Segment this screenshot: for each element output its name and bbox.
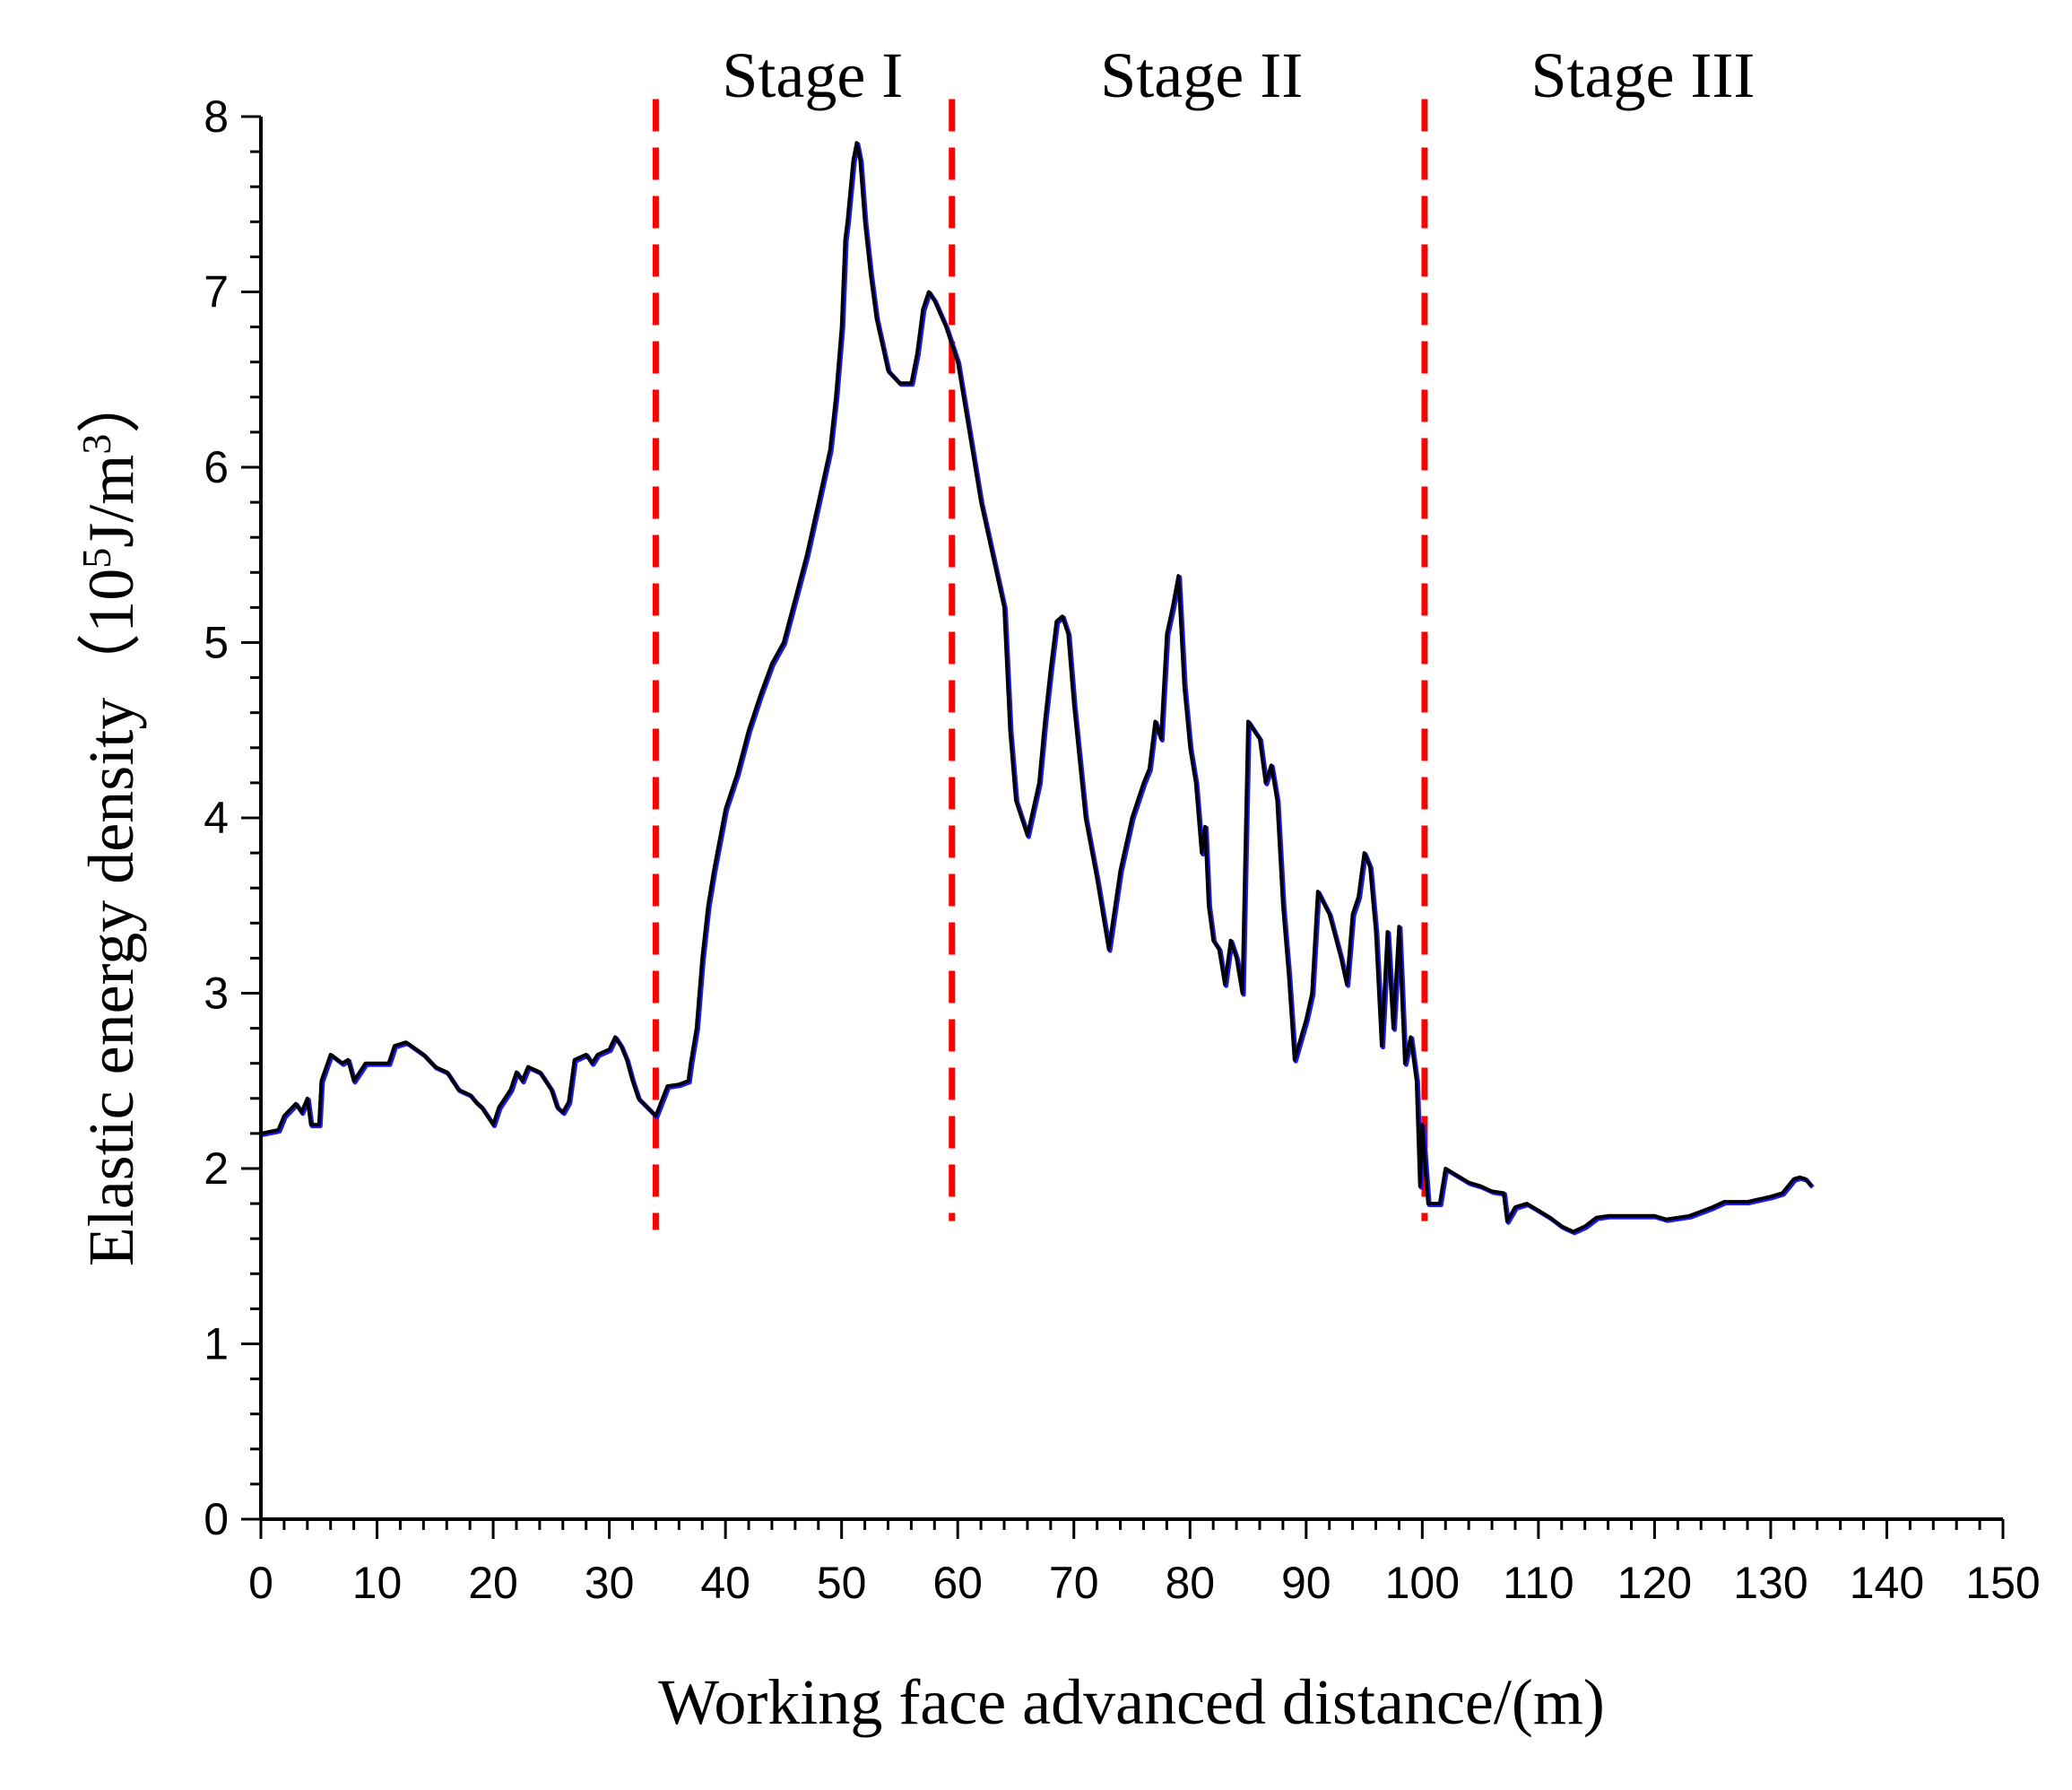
stage-label: Stage I — [722, 39, 903, 111]
x-tick-label: 30 — [585, 1558, 635, 1608]
y-axis-title-exp: 5 — [74, 548, 119, 569]
series-line — [260, 141, 1813, 1234]
y-ticks: 0 1 2 3 4 5 6 7 8 — [204, 91, 261, 1544]
y-axis-title: Elastic energy density（105J/m3） — [74, 369, 148, 1267]
x-axis-title: Working face advanced distance/(m) — [658, 1666, 1605, 1738]
x-ticks: 0 10 20 30 40 50 60 70 80 90 100 110 120 130 140 150 — [248, 1519, 2041, 1608]
x-tick-label: 70 — [1049, 1558, 1099, 1608]
y-tick-label: 0 — [204, 1494, 229, 1544]
y-tick-label: 6 — [204, 442, 229, 492]
y-tick-label: 7 — [204, 267, 229, 317]
y-axis-title-prefix: Elastic energy density — [75, 698, 147, 1267]
stage-label: Stage III — [1531, 39, 1756, 111]
x-tick-label: 20 — [468, 1558, 518, 1608]
x-tick-label: 50 — [817, 1558, 867, 1608]
x-tick-label: 110 — [1503, 1558, 1574, 1608]
stage-labels: Stage I Stage II Stage III — [722, 39, 1755, 111]
y-tick-label: 4 — [204, 793, 229, 843]
stage-label: Stage II — [1100, 39, 1303, 111]
y-tick-label: 3 — [204, 969, 229, 1019]
x-tick-label: 130 — [1733, 1558, 1808, 1608]
x-tick-label: 140 — [1850, 1558, 1924, 1608]
x-tick-label: 80 — [1165, 1558, 1215, 1608]
y-tick-label: 2 — [204, 1143, 229, 1194]
y-axis-title-close-paren: ） — [75, 369, 147, 434]
x-tick-label: 40 — [700, 1558, 750, 1608]
x-tick-label: 100 — [1385, 1558, 1460, 1608]
x-tick-label: 150 — [1965, 1558, 2040, 1608]
y-axis-title-base: 10 — [75, 569, 147, 633]
stage-dividers — [652, 99, 1428, 1230]
y-axis-title-unit: J/m — [75, 455, 147, 548]
y-axis-title-open-paren: （ — [75, 633, 147, 698]
x-tick-label: 10 — [352, 1558, 403, 1608]
y-tick-label: 8 — [204, 91, 229, 142]
y-axis-title-unit-exp: 3 — [74, 434, 119, 455]
x-tick-label: 0 — [248, 1558, 273, 1608]
series-line-shadow — [262, 142, 1815, 1236]
x-tick-label: 90 — [1281, 1558, 1331, 1608]
series — [260, 141, 1815, 1236]
x-tick-label: 120 — [1617, 1558, 1692, 1608]
x-tick-label: 60 — [932, 1558, 983, 1608]
y-tick-label: 1 — [204, 1319, 229, 1369]
y-tick-label: 5 — [204, 618, 229, 668]
